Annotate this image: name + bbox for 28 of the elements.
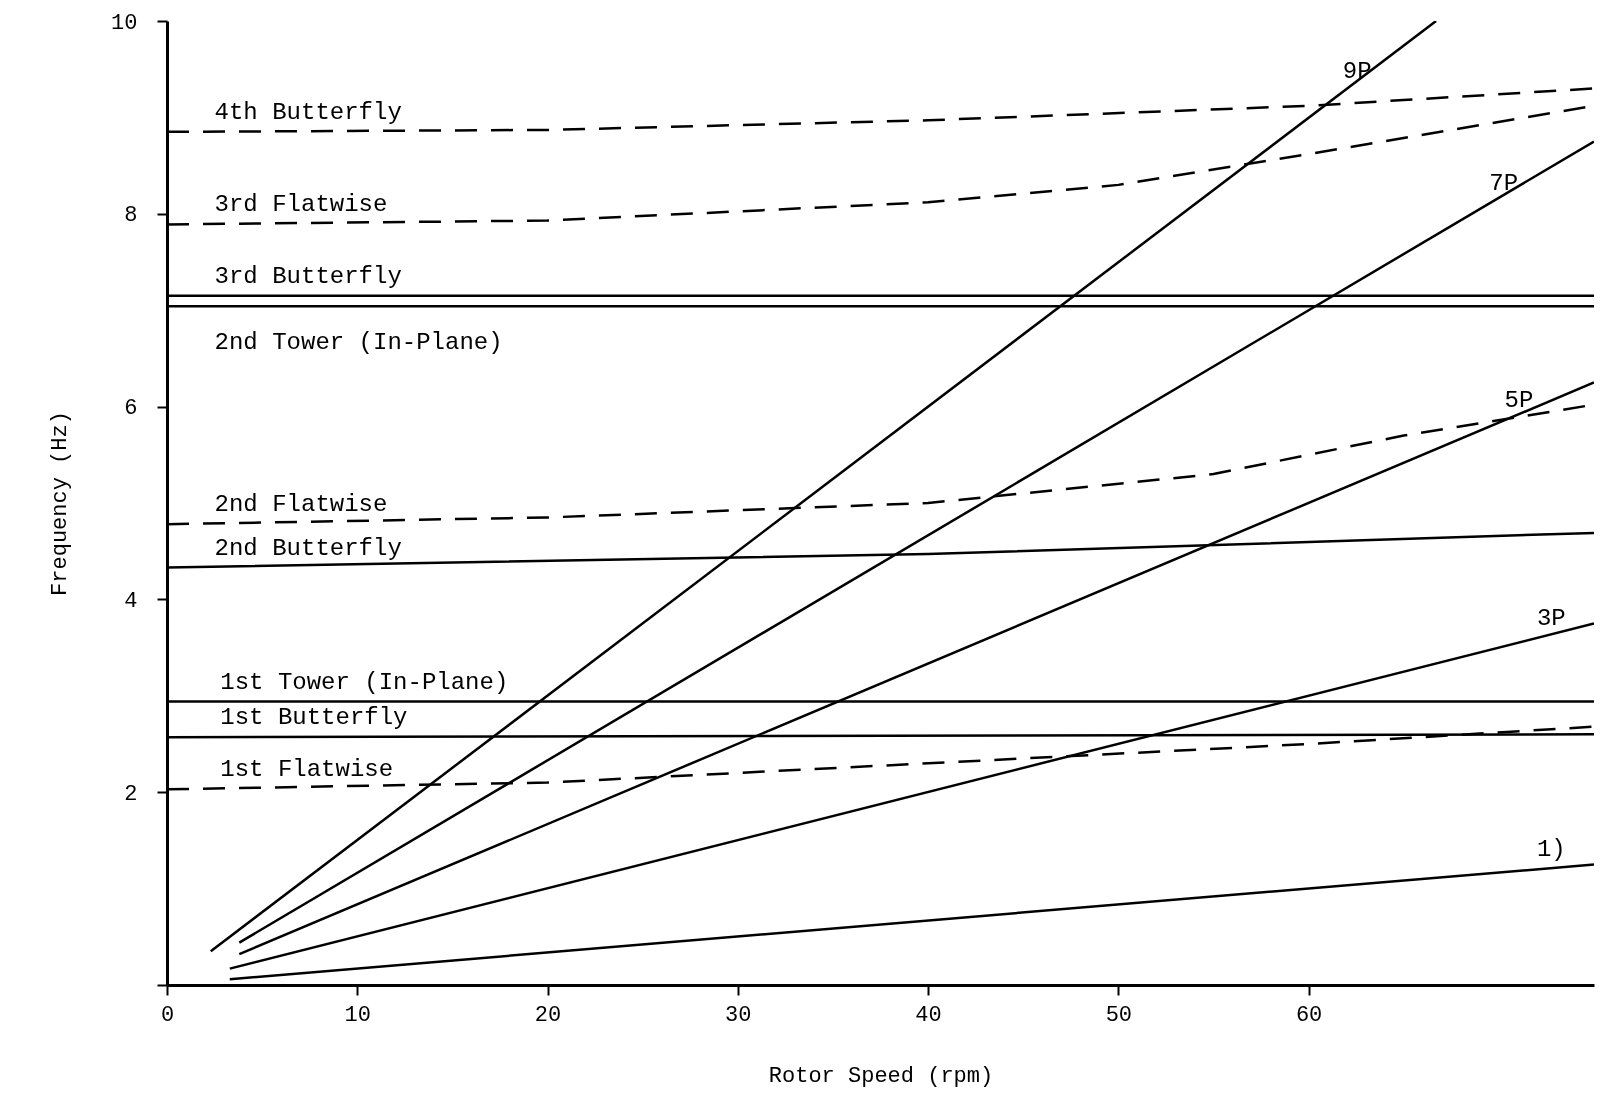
annotation: 1st Flatwise (220, 756, 394, 784)
y-axis-title: Frequency (Hz) (48, 411, 74, 596)
y-tick-label: 4 (124, 588, 138, 614)
y-tick-label: 8 (124, 203, 138, 229)
annotation: 5P (1504, 387, 1534, 415)
x-tick-label: 20 (534, 1002, 562, 1028)
y-tick-label: 10 (111, 10, 138, 36)
x-tick-label: 0 (160, 1002, 175, 1028)
annotation: 3rd Butterfly (214, 262, 402, 290)
x-tick-label: 10 (344, 1002, 371, 1028)
annotation: 1st Tower (In-Plane) (220, 668, 509, 696)
annotation: 9P (1342, 58, 1372, 86)
annotation: 1) (1536, 836, 1566, 864)
x-tick-label: 60 (1295, 1002, 1323, 1028)
x-axis-title: Rotor Speed (rpm) (768, 1063, 994, 1089)
y-tick-label: 6 (124, 396, 138, 422)
annotation: 4th Butterfly (214, 98, 402, 126)
annotation: 2nd Butterfly (214, 534, 402, 562)
annotation: 2nd Flatwise (214, 491, 388, 519)
annotation: 3rd Flatwise (214, 191, 388, 219)
x-tick-label: 50 (1105, 1002, 1133, 1028)
x-tick-label: 30 (725, 1002, 752, 1028)
y-tick-label: 2 (124, 781, 138, 807)
x-tick-label: 40 (915, 1002, 942, 1028)
annotation: 2nd Tower (In-Plane) (214, 329, 503, 357)
annotation: 7P (1489, 170, 1519, 198)
annotation: 3P (1536, 604, 1566, 632)
annotation: 1st Butterfly (220, 704, 408, 732)
